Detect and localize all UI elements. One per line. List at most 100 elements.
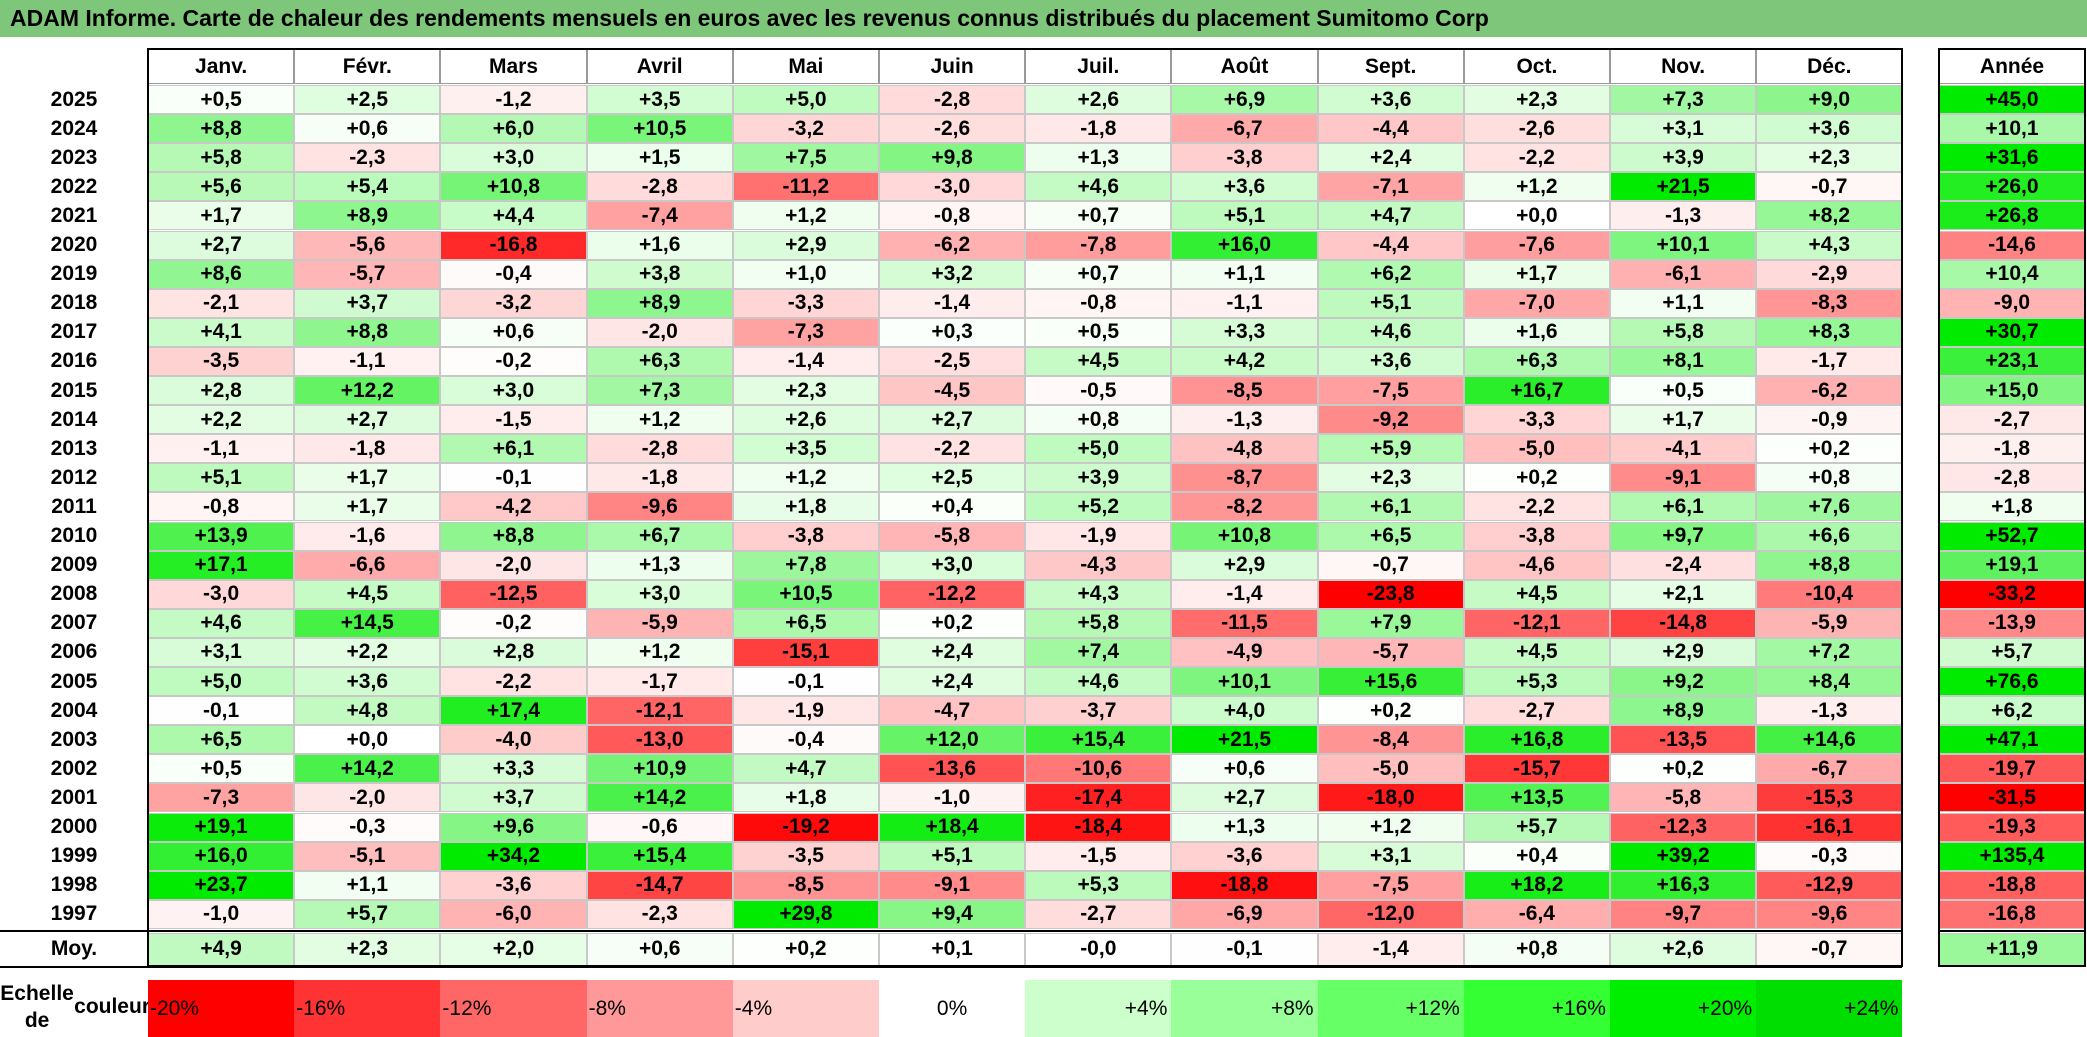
average-cell: -1,4 (1317, 932, 1464, 966)
heatmap-cell: +4,6 (148, 608, 295, 638)
heatmap-cell: +2,4 (879, 667, 1026, 697)
heatmap-cell: -7,3 (732, 317, 879, 347)
heatmap-cell: +2,9 (732, 230, 879, 260)
heatmap-cell: +4,7 (1317, 201, 1464, 231)
heatmap-cell: +0,7 (1025, 259, 1172, 289)
annual-cell: +76,6 (1939, 667, 2085, 697)
heatmap-cell: +0,6 (294, 114, 441, 144)
heatmap-cell: -2,6 (879, 114, 1026, 144)
heatmap-cell: -1,7 (1756, 346, 1903, 376)
heatmap-cell: +9,8 (879, 143, 1026, 173)
heatmap-cell: +7,6 (1756, 492, 1903, 522)
heatmap-cell: +1,7 (294, 463, 441, 493)
annual-cell: -2,8 (1939, 463, 2085, 493)
heatmap-cell: +1,7 (148, 201, 295, 231)
average-cell: +2,3 (294, 932, 441, 966)
heatmap-cell: +17,1 (148, 550, 295, 580)
annual-cell: -31,5 (1939, 783, 2085, 813)
heatmap-cell: -12,2 (879, 579, 1026, 609)
heatmap-cell: +5,9 (1317, 434, 1464, 464)
heatmap-cell: +3,2 (879, 259, 1026, 289)
heatmap-cell: +13,9 (148, 521, 295, 551)
heatmap-cell: -0,1 (440, 463, 587, 493)
heatmap-cell: +5,8 (1025, 608, 1172, 638)
heatmap-cell: -10,4 (1756, 579, 1903, 609)
heatmap-cell: -7,1 (1317, 172, 1464, 202)
heatmap-cell: +2,5 (294, 85, 441, 115)
annual-cell: -16,8 (1939, 899, 2085, 929)
heatmap-cell: -13,0 (586, 725, 733, 755)
heatmap-cell: -19,2 (732, 812, 879, 842)
heatmap-cell: +2,4 (879, 637, 1026, 667)
row-year-label: 2013 (50, 436, 98, 460)
heatmap-cell: -7,5 (1317, 376, 1464, 406)
heatmap-cell: +3,1 (1317, 841, 1464, 871)
heatmap-cell: -2,0 (440, 550, 587, 580)
heatmap-cell: +4,3 (1756, 230, 1903, 260)
heatmap-cell: -4,7 (879, 696, 1026, 726)
average-cell: +0,1 (879, 932, 1026, 966)
heatmap-cell: +5,8 (1610, 317, 1757, 347)
average-cell: -0,7 (1756, 932, 1903, 966)
heatmap-cell: -2,4 (1610, 550, 1757, 580)
heatmap-cell: +14,6 (1756, 725, 1903, 755)
heatmap-cell: -2,3 (294, 143, 441, 173)
heatmap-cell: +4,1 (148, 317, 295, 347)
heatmap-cell: +16,8 (1463, 725, 1610, 755)
heatmap-cell: -2,7 (1025, 899, 1172, 929)
color-scale-stop: +16% (1463, 980, 1610, 1037)
row-year-label: 2009 (50, 553, 98, 577)
heatmap-cell: +3,0 (879, 550, 1026, 580)
heatmap-cell: +1,6 (1463, 317, 1610, 347)
heatmap-cell: +13,5 (1463, 783, 1610, 813)
heatmap-cell: +21,5 (1171, 725, 1318, 755)
color-scale-label-line2: couleur (74, 995, 150, 1018)
heatmap-cell: +29,8 (732, 899, 879, 929)
heatmap-cell: -2,2 (440, 667, 587, 697)
heatmap-cell: +10,5 (586, 114, 733, 144)
row-year-label: 2023 (50, 145, 98, 169)
heatmap-cell: +3,0 (440, 376, 587, 406)
heatmap-cell: +1,2 (732, 463, 879, 493)
heatmap-cell: -4,9 (1171, 637, 1318, 667)
heatmap-cell: -6,0 (440, 899, 587, 929)
heatmap-cell: +7,5 (732, 143, 879, 173)
heatmap-cell: +2,9 (1171, 550, 1318, 580)
heatmap-cell: +5,1 (1171, 201, 1318, 231)
heatmap-cell: +2,8 (440, 637, 587, 667)
row-year-label: 2007 (50, 611, 98, 635)
heatmap-cell: +3,6 (1317, 85, 1464, 115)
average-cell: +4,9 (148, 932, 295, 966)
average-cell: +0,6 (586, 932, 733, 966)
heatmap-cell: +5,7 (294, 899, 441, 929)
row-year-label: 1999 (50, 844, 98, 868)
heatmap-cell: -23,8 (1317, 579, 1464, 609)
heatmap-cell: -6,6 (294, 550, 441, 580)
color-scale-stop: +8% (1171, 980, 1318, 1037)
heatmap-cell: -3,7 (1025, 696, 1172, 726)
heatmap-cell: +8,8 (294, 317, 441, 347)
heatmap-cell: -7,4 (586, 201, 733, 231)
color-scale-label-line1: Echelle de (0, 981, 74, 1032)
heatmap-cell: -12,3 (1610, 812, 1757, 842)
heatmap-cell: +14,2 (294, 754, 441, 784)
heatmap-cell: -2,0 (586, 317, 733, 347)
column-header-8: Août (1171, 49, 1318, 84)
heatmap-cell: -8,4 (1317, 725, 1464, 755)
annual-cell: +5,7 (1939, 637, 2085, 667)
heatmap-cell: -0,2 (440, 608, 587, 638)
annual-cell: +10,1 (1939, 114, 2085, 144)
heatmap-cell: +18,4 (879, 812, 1026, 842)
heatmap-cell: +10,5 (732, 579, 879, 609)
heatmap-cell: -0,8 (1025, 288, 1172, 318)
heatmap-cell: -0,4 (440, 259, 587, 289)
annual-cell: +135,4 (1939, 841, 2085, 871)
heatmap-cell: -3,3 (732, 288, 879, 318)
heatmap-cell: +0,7 (1025, 201, 1172, 231)
heatmap-cell: +3,8 (586, 259, 733, 289)
heatmap-cell: +5,3 (1463, 667, 1610, 697)
heatmap-cell: +7,4 (1025, 637, 1172, 667)
heatmap-cell: -1,6 (294, 521, 441, 551)
color-scale-stop: +20% (1610, 980, 1757, 1037)
column-header-5: Mai (732, 49, 879, 84)
